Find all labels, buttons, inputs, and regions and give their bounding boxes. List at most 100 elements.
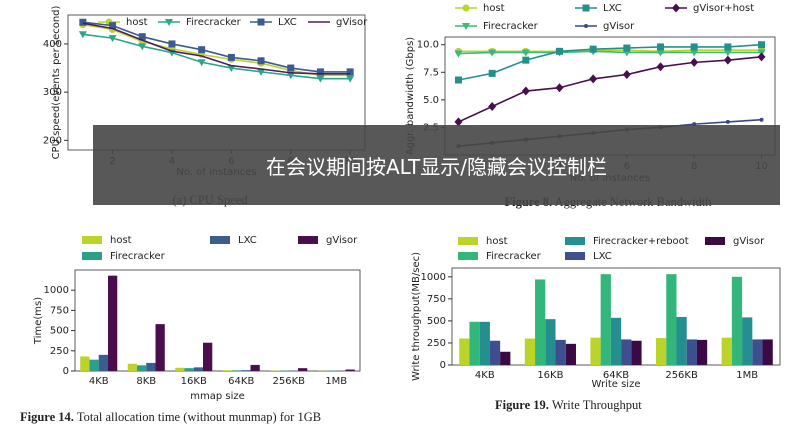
marker — [197, 59, 206, 67]
marker — [198, 46, 206, 54]
marker — [316, 68, 324, 76]
marker — [138, 33, 146, 41]
bar — [146, 362, 156, 371]
caption: Figure 19. Write Throughput — [495, 398, 642, 412]
marker — [462, 4, 470, 12]
y-axis-label: Time(ms) — [33, 297, 44, 345]
x-tick-label: 16KB — [181, 376, 207, 387]
x-axis-label: Write size — [592, 379, 641, 390]
marker — [589, 74, 598, 84]
marker — [346, 75, 355, 83]
legend-label: host — [483, 3, 505, 14]
bar — [345, 369, 355, 371]
bar — [136, 365, 147, 371]
marker — [316, 75, 325, 83]
marker — [690, 57, 699, 67]
marker — [623, 44, 631, 52]
legend-label: gVisor+host — [693, 3, 754, 14]
marker — [723, 55, 732, 65]
bar — [762, 339, 773, 365]
bar — [686, 339, 697, 365]
bar — [193, 367, 204, 371]
legend-swatch — [458, 237, 478, 245]
series-line — [82, 22, 351, 75]
y-tick-label: 0 — [440, 360, 446, 371]
x-tick-label: 64KB — [603, 370, 629, 381]
y-axis-label: Write throughput(MB/sec) — [411, 252, 422, 381]
y-tick-label: 300 — [43, 87, 62, 98]
bar — [666, 274, 677, 365]
series-line — [458, 50, 762, 55]
y-axis-label: Aggr. bandwidth (Gbps) — [405, 37, 416, 156]
bar — [524, 338, 536, 365]
x-tick-label: 256KB — [665, 370, 698, 381]
legend-label: Firecracker — [483, 21, 539, 32]
marker — [168, 40, 176, 48]
marker — [138, 43, 147, 51]
marker — [657, 43, 665, 51]
marker — [584, 24, 588, 28]
marker — [757, 52, 766, 62]
bar — [742, 317, 753, 365]
marker — [656, 62, 665, 72]
bar — [108, 275, 118, 371]
y-tick-label: 400 — [43, 39, 62, 50]
legend-label: host — [126, 17, 148, 28]
marker — [79, 18, 87, 26]
bar — [222, 370, 232, 371]
marker — [488, 49, 497, 57]
marker — [672, 3, 680, 13]
legend-label: LXC — [593, 251, 612, 262]
legend-swatch — [82, 236, 102, 244]
marker — [109, 22, 117, 30]
marker — [257, 18, 265, 26]
y-tick-label: 1000 — [421, 272, 446, 283]
legend-swatch — [565, 237, 585, 245]
bar — [555, 339, 566, 365]
y-tick-label: 200 — [43, 135, 62, 146]
bar — [696, 339, 708, 365]
marker — [522, 56, 530, 64]
legend-swatch — [210, 236, 230, 244]
legend-label: gVisor — [326, 235, 358, 246]
y-tick-label: 10.0 — [417, 40, 439, 51]
marker — [723, 49, 732, 57]
legend-label: LXC — [238, 235, 257, 246]
x-tick-label: 4KB — [89, 376, 109, 387]
caption-text: Write Throughput — [552, 398, 642, 412]
legend-label: gVisor — [733, 236, 765, 247]
bar — [155, 324, 165, 371]
marker — [488, 69, 496, 77]
bar — [298, 368, 308, 371]
legend-swatch — [565, 252, 585, 260]
legend-label: Firecracker — [186, 17, 242, 28]
marker — [488, 101, 497, 111]
bar — [175, 367, 185, 371]
y-tick-label: 0 — [63, 366, 69, 377]
series-line — [458, 49, 762, 53]
series-line — [458, 56, 762, 123]
x-tick-label: 4KB — [475, 370, 495, 381]
marker — [759, 117, 764, 122]
caption-label: Figure 19. — [495, 398, 549, 412]
marker — [724, 43, 732, 51]
y-tick-label: 500 — [50, 326, 69, 337]
marker — [582, 4, 590, 12]
bar — [590, 337, 601, 365]
marker — [589, 45, 597, 53]
marker — [108, 35, 117, 43]
marker — [725, 119, 730, 124]
legend-swatch — [705, 237, 725, 245]
y-axis-label: CPU speed(events per second) — [51, 5, 62, 159]
marker — [454, 76, 462, 84]
caption: Figure 14. Total allocation time (withou… — [20, 410, 321, 424]
bar — [203, 342, 213, 371]
marker — [690, 49, 699, 57]
legend-label: gVisor — [336, 17, 368, 28]
y-tick-label: 250 — [50, 346, 69, 357]
legend-label: gVisor — [603, 21, 635, 32]
legend-label: Firecracker+reboot — [593, 236, 689, 247]
legend-label: LXC — [278, 17, 297, 28]
x-tick-label: 16KB — [537, 370, 563, 381]
